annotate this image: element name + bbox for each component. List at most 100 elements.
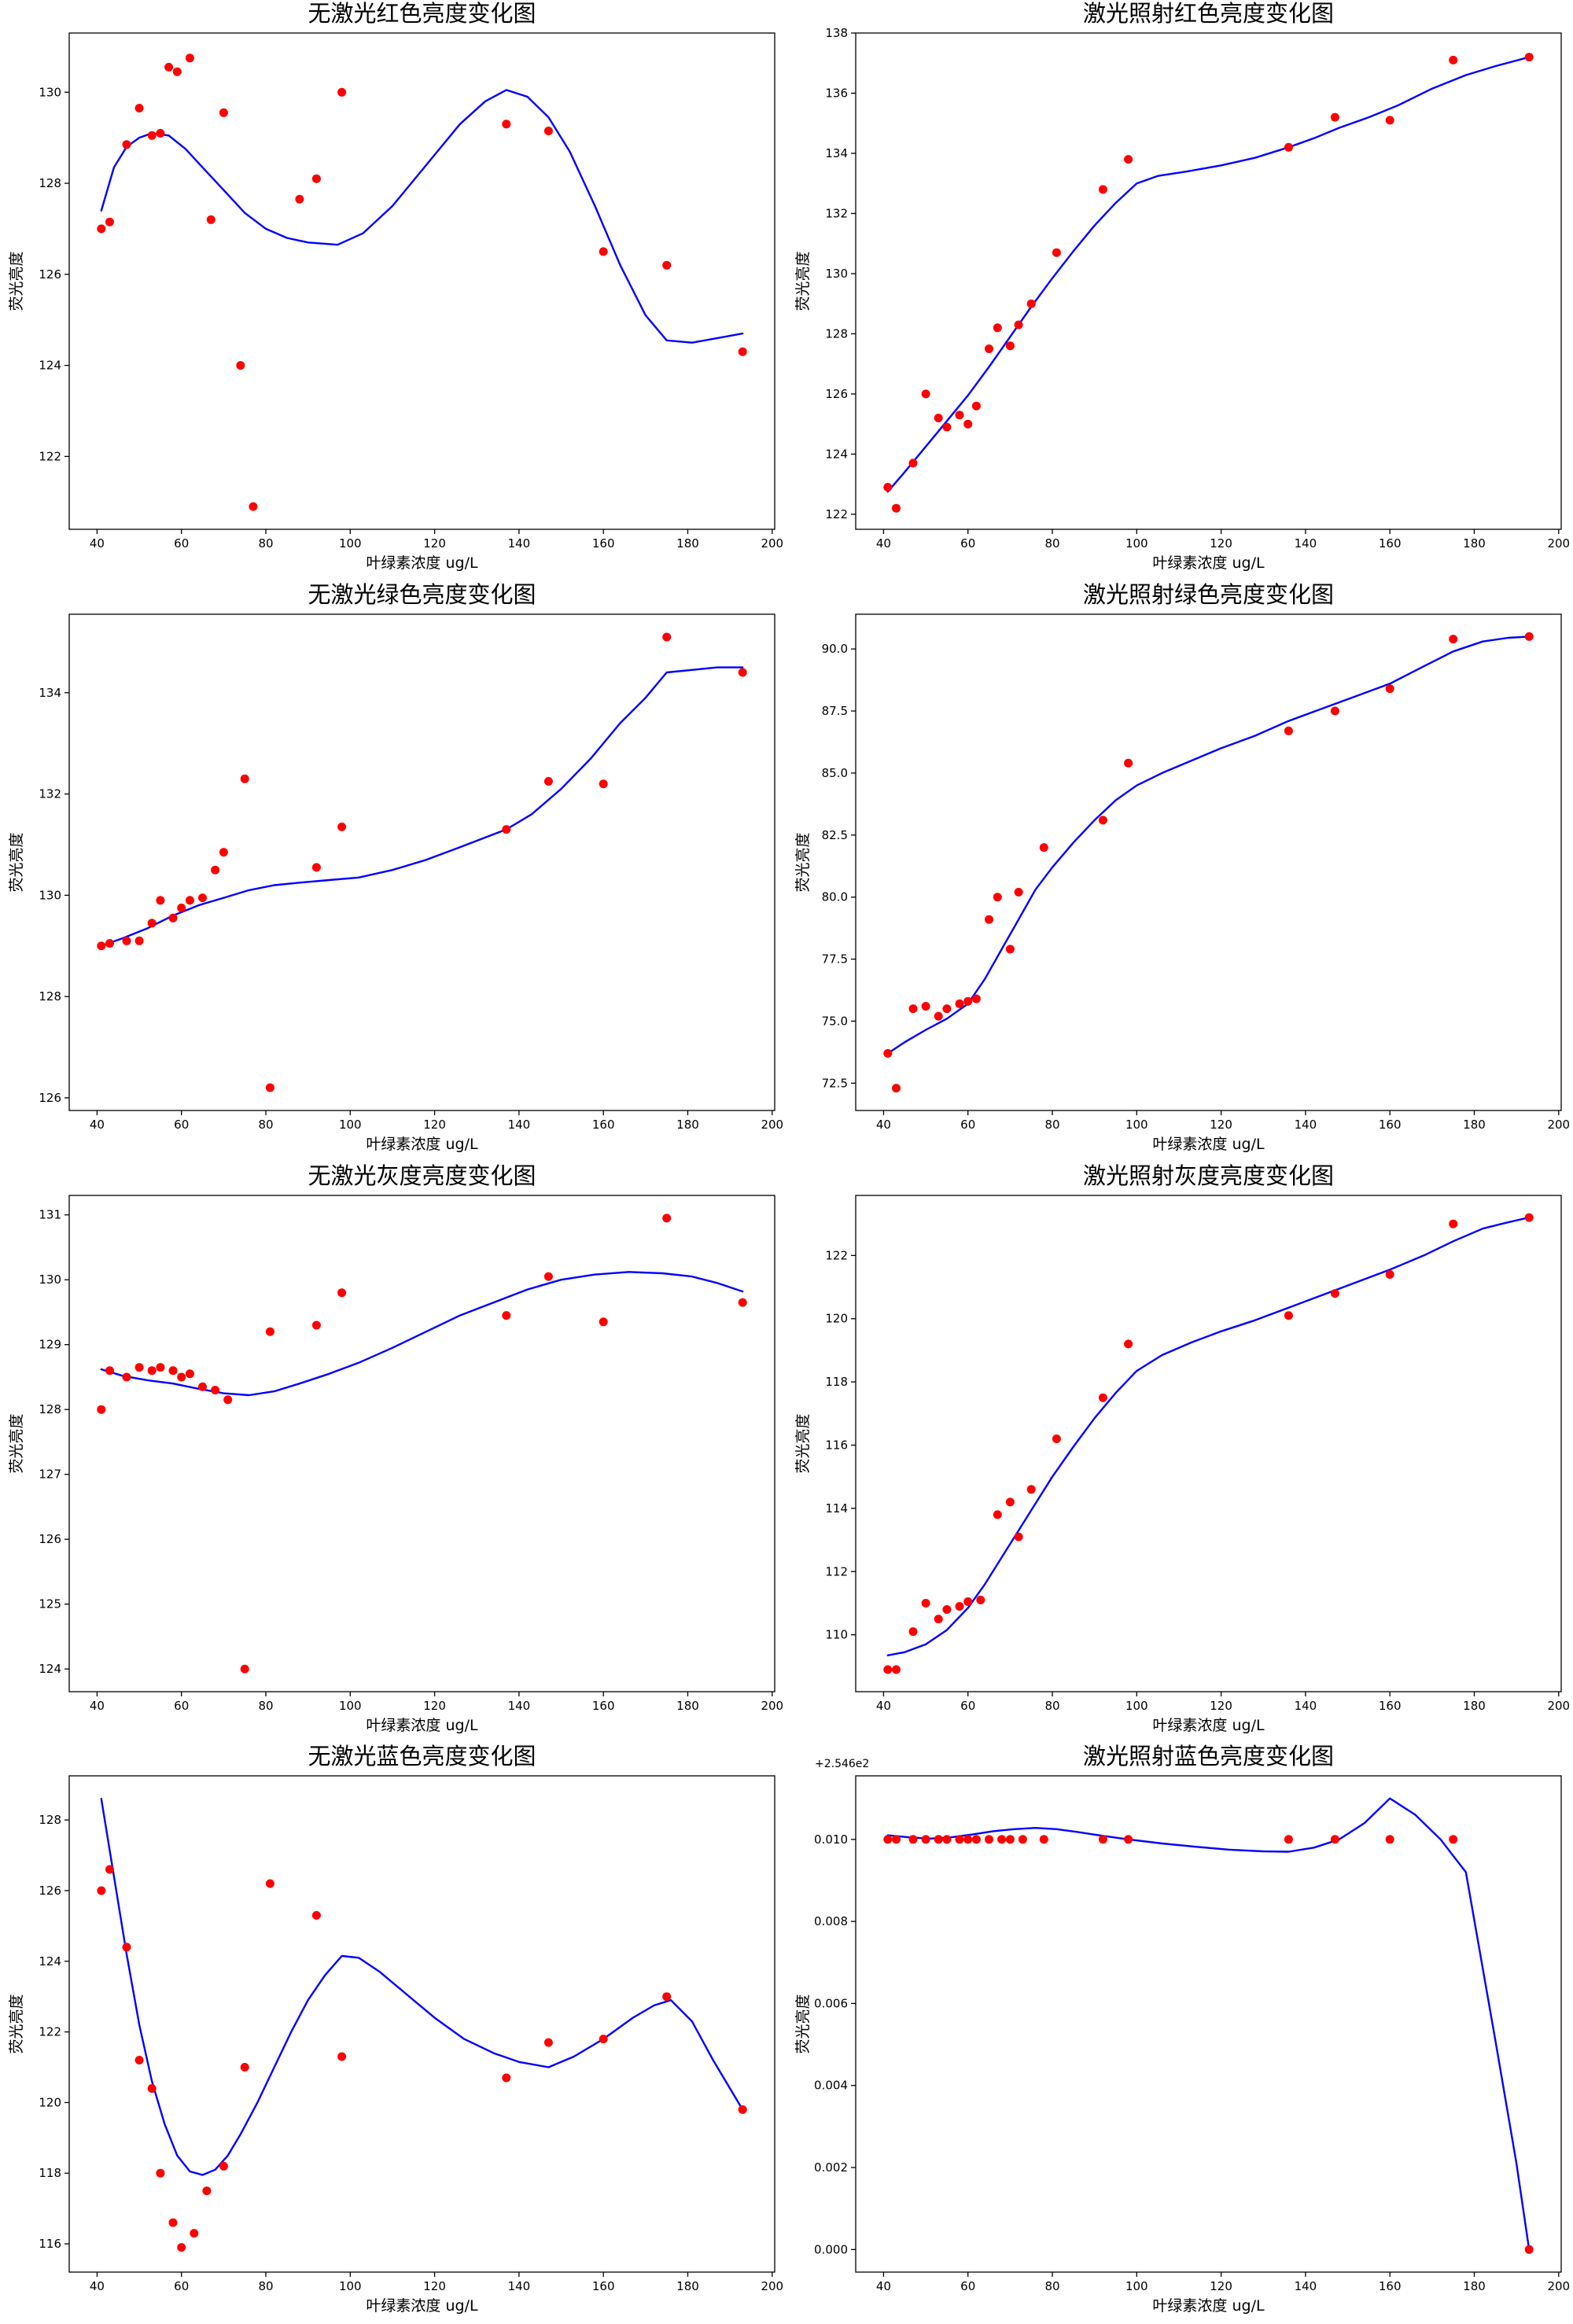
- x-tick-label: 140: [508, 1699, 531, 1713]
- scatter-point: [168, 1365, 178, 1375]
- scatter-point: [1014, 320, 1023, 330]
- y-tick-label: 112: [825, 1564, 848, 1578]
- scatter-point: [921, 389, 930, 399]
- x-tick-label: 180: [676, 536, 699, 551]
- y-tick-label: 116: [825, 1438, 848, 1452]
- x-tick-label: 40: [876, 1699, 891, 1713]
- scatter-point: [738, 2105, 747, 2115]
- scatter-point: [502, 120, 511, 129]
- y-tick-label: 0.010: [814, 1832, 848, 1847]
- scatter-point: [985, 915, 993, 924]
- scatter-point: [1284, 726, 1293, 735]
- scatter-point: [311, 1911, 321, 1921]
- scatter-point: [105, 938, 114, 948]
- scatter-point: [134, 936, 144, 945]
- scatter-point: [1330, 112, 1339, 122]
- scatter-point: [172, 67, 182, 76]
- scatter-point: [97, 1405, 106, 1414]
- y-axis-label: 荧光亮度: [8, 251, 25, 311]
- plot-border: [855, 613, 1562, 1111]
- scatter-point: [1385, 1269, 1394, 1279]
- scatter-point: [502, 1310, 511, 1320]
- y-tick-label: 124: [825, 447, 848, 461]
- scatter-point: [337, 87, 347, 97]
- scatter-point: [883, 1835, 893, 1844]
- y-tick-label: 122: [39, 449, 61, 463]
- x-tick-label: 120: [1210, 1118, 1232, 1132]
- y-tick-label: 72.5: [822, 1076, 848, 1090]
- y-tick-label: 122: [825, 507, 848, 521]
- scatter-point: [662, 260, 672, 270]
- x-tick-label: 60: [174, 1699, 189, 1713]
- chart-canvas: 激光照射蓝色亮度变化图 40 60 80 100 120 140 160 180 200 0.000…: [786, 1743, 1573, 2324]
- y-axis-offset-label: +2.546e2: [815, 1758, 869, 1770]
- x-axis-label: 叶绿素浓度 ug/L: [366, 1136, 478, 1153]
- x-tick-label: 120: [1210, 2279, 1232, 2293]
- chart-background: [0, 0, 786, 581]
- scatter-point: [963, 1597, 973, 1606]
- scatter-point: [985, 1835, 993, 1844]
- y-tick-label: 129: [39, 1337, 61, 1351]
- scatter-point: [134, 104, 144, 112]
- scatter-point: [921, 1598, 930, 1608]
- chart-background: [0, 1162, 786, 1744]
- scatter-point: [337, 1287, 347, 1297]
- scatter-point: [1039, 842, 1048, 852]
- x-tick-label: 60: [960, 536, 975, 551]
- scatter-point: [185, 1368, 194, 1378]
- scatter-point: [1018, 1835, 1027, 1844]
- scatter-point: [1026, 299, 1036, 308]
- x-tick-label: 40: [90, 2279, 105, 2293]
- y-axis-label: 荧光亮度: [794, 1413, 812, 1473]
- scatter-point: [265, 1879, 274, 1888]
- chart-laser-red: 激光照射红色亮度变化图 40 60 80 100 120 140 160 180 200 122 12…: [786, 0, 1573, 581]
- y-tick-label: 138: [825, 26, 848, 40]
- x-tick-label: 100: [1125, 1118, 1148, 1132]
- x-tick-label: 100: [339, 2279, 362, 2293]
- x-tick-label: 180: [1463, 536, 1486, 551]
- y-tick-label: 0.008: [814, 1914, 848, 1928]
- scatter-point: [1098, 185, 1107, 194]
- scatter-point: [265, 1327, 274, 1336]
- scatter-point: [997, 1835, 1007, 1844]
- x-tick-label: 100: [339, 1699, 362, 1713]
- scatter-point: [942, 422, 952, 432]
- x-tick-label: 180: [676, 1118, 699, 1132]
- y-tick-label: 118: [825, 1375, 848, 1389]
- y-tick-label: 126: [39, 267, 61, 282]
- y-tick-label: 132: [39, 786, 61, 801]
- y-tick-label: 0.004: [814, 2079, 848, 2093]
- scatter-point: [955, 999, 964, 1008]
- y-tick-label: 114: [825, 1501, 848, 1515]
- chart-canvas: 激光照射绿色亮度变化图 40 60 80 100 120 140 160 180 200 72.5 7…: [786, 580, 1573, 1162]
- scatter-point: [883, 1048, 893, 1058]
- x-tick-label: 160: [592, 1699, 615, 1713]
- scatter-point: [198, 1382, 207, 1391]
- scatter-point: [963, 419, 973, 429]
- x-tick-label: 140: [1295, 1118, 1317, 1132]
- y-tick-label: 85.0: [822, 766, 848, 780]
- scatter-point: [993, 892, 1002, 901]
- y-tick-label: 134: [825, 146, 848, 160]
- y-tick-label: 130: [39, 85, 61, 99]
- y-tick-label: 80.0: [822, 889, 848, 904]
- chart-no-laser-red: 无激光红色亮度变化图 40 60 80 100 120 140 160 180 200 122 124…: [0, 0, 786, 581]
- x-tick-label: 120: [1210, 536, 1232, 551]
- scatter-point: [311, 863, 321, 872]
- scatter-point: [1014, 1532, 1023, 1541]
- scatter-point: [955, 1835, 964, 1844]
- x-tick-label: 180: [1463, 1118, 1486, 1132]
- scatter-point: [908, 1835, 918, 1844]
- scatter-point: [1052, 1434, 1061, 1443]
- y-tick-label: 124: [39, 1662, 61, 1676]
- scatter-point: [599, 247, 608, 256]
- scatter-point: [240, 774, 249, 783]
- plot-border: [855, 32, 1562, 530]
- scatter-point: [1014, 887, 1023, 897]
- chart-no-laser-gray: 无激光灰度亮度变化图 40 60 80 100 120 140 160 180 200 124 125…: [0, 1162, 786, 1744]
- x-tick-label: 200: [1547, 536, 1570, 551]
- scatter-point: [1026, 1484, 1036, 1493]
- scatter-point: [122, 1943, 131, 1952]
- scatter-point: [1284, 1310, 1293, 1320]
- scatter-point: [219, 847, 228, 856]
